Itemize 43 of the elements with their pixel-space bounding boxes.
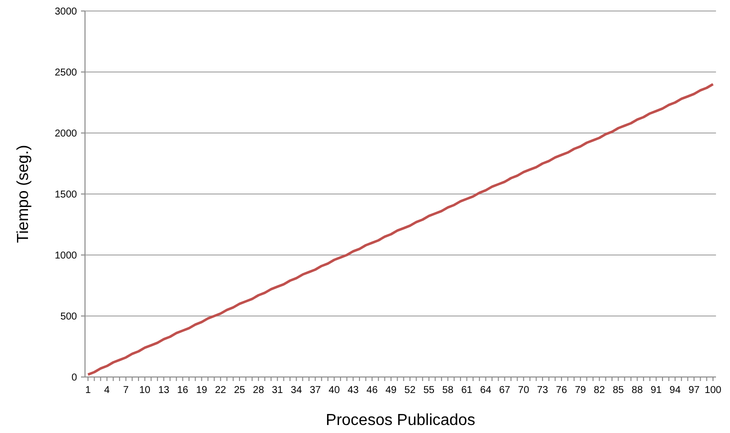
x-tick-label: 55 [423, 385, 435, 396]
y-tick-label: 0 [71, 372, 78, 384]
x-tick-label: 10 [139, 385, 151, 396]
x-tick-label: 82 [594, 385, 606, 396]
y-tick-label: 2500 [54, 68, 78, 78]
y-tick-label: 1500 [54, 190, 78, 200]
x-tick-label: 43 [348, 385, 360, 396]
y-axis-title: Tiempo (seg.) [15, 144, 32, 244]
x-tick-label: 94 [670, 385, 682, 396]
x-tick-label: 64 [480, 385, 492, 396]
x-tick-label: 61 [461, 385, 473, 396]
x-tick-label: 7 [123, 385, 130, 396]
x-axis-title: Procesos Publicados [326, 412, 476, 429]
x-tick-label: 70 [518, 385, 530, 396]
x-tick-label: 4 [104, 385, 110, 396]
x-tick-label: 79 [574, 385, 586, 396]
x-tick-label: 52 [404, 385, 416, 396]
x-tick-label: 46 [366, 385, 378, 396]
x-tick-label: 1 [85, 385, 92, 396]
x-tick-label: 31 [272, 385, 284, 396]
x-tick-label: 67 [499, 385, 511, 396]
x-tick-label: 58 [442, 385, 454, 396]
x-tick-label: 22 [215, 385, 227, 396]
x-tick-label: 34 [290, 385, 302, 396]
y-tick-label: 500 [60, 312, 78, 322]
y-tick-label: 1000 [54, 250, 78, 262]
x-tick-label: 85 [612, 385, 624, 396]
x-tick-label: 97 [688, 385, 700, 396]
y-tick-label: 2000 [54, 128, 78, 140]
y-tick-label: 3000 [54, 6, 78, 18]
x-tick-label: 37 [310, 385, 322, 396]
x-tick-label: 19 [196, 385, 208, 396]
x-tick-label: 100 [704, 385, 722, 396]
x-tick-label: 49 [385, 385, 398, 396]
x-tick-label: 73 [536, 385, 549, 396]
x-tick-label: 16 [177, 385, 189, 396]
x-tick-label: 88 [632, 385, 644, 396]
x-tick-label: 25 [234, 385, 246, 396]
x-tick-label: 91 [650, 385, 662, 396]
x-tick-label: 76 [556, 385, 568, 396]
x-tick-label: 28 [252, 385, 264, 396]
x-tick-label: 13 [158, 385, 170, 396]
x-tick-label: 40 [328, 385, 340, 396]
